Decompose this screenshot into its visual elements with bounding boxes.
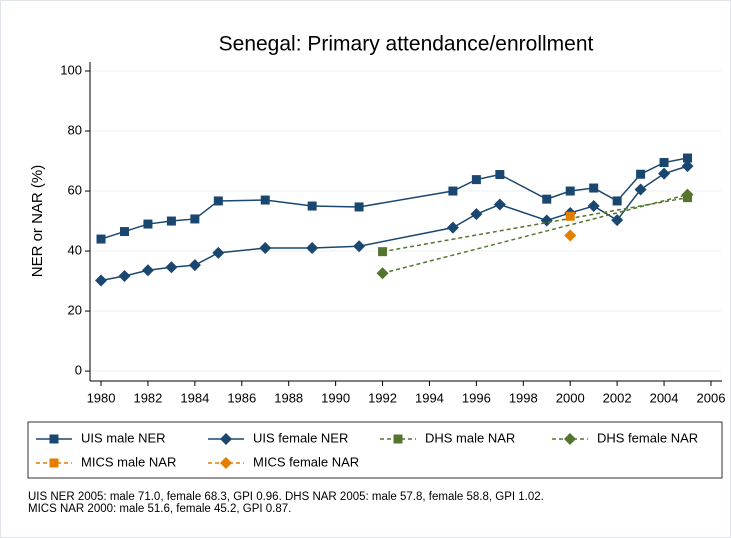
point <box>587 200 600 213</box>
y-tick-label: 40 <box>68 242 82 257</box>
point <box>118 269 131 282</box>
point <box>565 186 575 196</box>
point <box>143 219 153 229</box>
point <box>470 208 483 221</box>
point <box>378 247 388 257</box>
series-line <box>382 196 688 253</box>
point <box>259 242 272 255</box>
point <box>564 229 577 242</box>
point <box>681 188 694 201</box>
x-tick-label: 2006 <box>697 390 726 405</box>
x-tick-label: 1984 <box>180 390 209 405</box>
point <box>565 211 575 221</box>
y-tick-label: 60 <box>68 182 82 197</box>
point <box>471 175 481 185</box>
legend-marker <box>393 434 403 444</box>
point <box>165 261 178 274</box>
point <box>681 160 694 173</box>
legend-label: DHS male NAR <box>425 430 515 445</box>
chart-title: Senegal: Primary attendance/enrollment <box>219 33 594 56</box>
point <box>188 259 201 272</box>
legend-label: DHS female NAR <box>597 430 698 445</box>
point <box>95 274 108 287</box>
x-tick-label: 2000 <box>556 390 585 405</box>
x-tick-label: 1982 <box>133 390 162 405</box>
point <box>141 264 154 277</box>
y-tick-label: 100 <box>60 62 82 77</box>
x-tick-label: 1992 <box>368 390 397 405</box>
y-tick-label: 0 <box>75 363 82 378</box>
point <box>119 227 129 237</box>
point <box>659 158 669 168</box>
y-tick-label: 80 <box>68 122 82 137</box>
point <box>166 216 176 226</box>
point <box>353 240 366 253</box>
legend-marker <box>49 434 59 444</box>
point <box>683 153 693 163</box>
point <box>354 202 364 212</box>
x-tick-label: 1994 <box>415 390 444 405</box>
x-tick-label: 2002 <box>603 390 632 405</box>
point <box>542 194 552 204</box>
point <box>190 214 200 224</box>
point <box>307 201 317 211</box>
point <box>634 183 647 196</box>
x-tick-label: 1998 <box>509 390 538 405</box>
legend-marker <box>220 433 232 445</box>
legend-marker <box>564 433 576 445</box>
point <box>306 242 319 255</box>
point <box>589 183 599 193</box>
legend-label: UIS male NER <box>81 430 166 445</box>
legend-label: MICS female NAR <box>253 454 359 469</box>
legend-marker <box>49 458 59 468</box>
series-line <box>382 193 688 274</box>
legend-box <box>27 421 723 479</box>
legend-label: MICS male NAR <box>81 454 176 469</box>
note: UIS NER 2005: male 71.0, female 68.3, GP… <box>28 491 544 503</box>
legend-label: UIS female NER <box>253 430 348 445</box>
y-tick-label: 20 <box>68 303 82 318</box>
point <box>96 234 106 244</box>
point <box>658 167 671 180</box>
point <box>213 196 223 206</box>
point <box>448 186 458 196</box>
x-tick-label: 2004 <box>650 390 679 405</box>
x-tick-label: 1980 <box>87 390 116 405</box>
point <box>446 221 459 234</box>
point <box>376 267 389 280</box>
y-axis-label: NER or NAR (%) <box>29 165 46 278</box>
point <box>260 195 270 205</box>
point <box>611 214 624 227</box>
point <box>212 246 225 259</box>
point <box>493 198 506 211</box>
point <box>612 196 622 206</box>
x-tick-label: 1996 <box>462 390 491 405</box>
x-tick-label: 1990 <box>321 390 350 405</box>
point <box>636 169 646 179</box>
legend-marker <box>220 457 232 469</box>
note: MICS NAR 2000: male 51.6, female 45.2, G… <box>28 503 291 515</box>
point <box>495 170 505 180</box>
x-tick-label: 1988 <box>274 390 303 405</box>
x-tick-label: 1986 <box>227 390 256 405</box>
